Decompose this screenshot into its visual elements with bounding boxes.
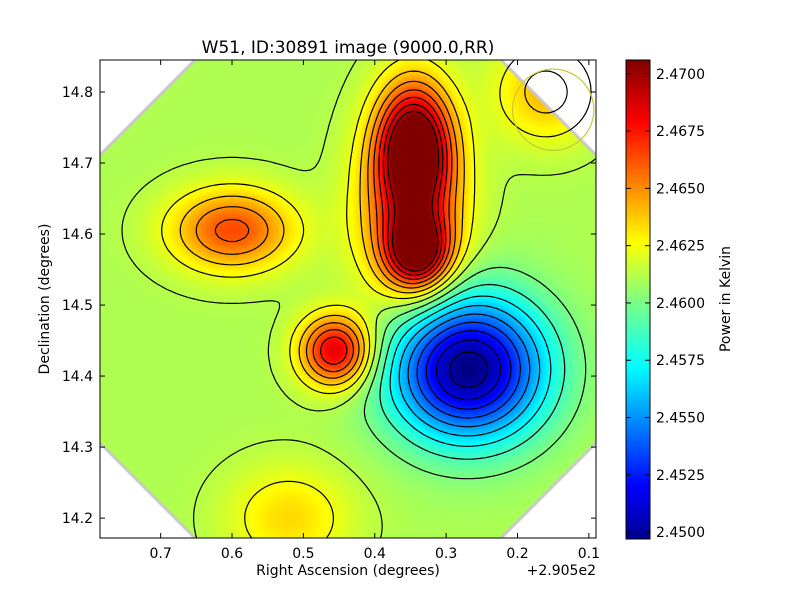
beam-marker xyxy=(511,68,595,151)
y-tick-label-4: 14.6 xyxy=(62,227,93,243)
cbar-tick-label-1: 2.4525 xyxy=(656,468,705,484)
plot-area xyxy=(100,60,596,538)
cbar-tick-label-7: 2.4675 xyxy=(656,124,705,140)
y-tick-label-5: 14.7 xyxy=(62,156,93,172)
y-tick-label-3: 14.5 xyxy=(62,298,93,314)
contour-level-1 xyxy=(435,339,502,401)
y-tick-label-6: 14.8 xyxy=(62,85,93,101)
cbar-tick-label-6: 2.4650 xyxy=(656,181,705,197)
contour-level-7 xyxy=(379,283,566,460)
y-tick-label-1: 14.3 xyxy=(62,440,93,456)
contour-level-8 xyxy=(363,266,587,480)
contour-level-4 xyxy=(407,313,531,428)
colorbar-label: Power in Kelvin xyxy=(718,246,734,352)
x-axis: 0.7 0.6 0.5 0.4 0.3 0.2 0.1 xyxy=(150,60,600,562)
contour-level-13 xyxy=(214,89,453,373)
cbar-tick-label-4: 2.4600 xyxy=(656,296,705,312)
colorbar-ticks: 2.4500 2.4525 2.4550 2.4575 2.4600 2.4625 2.46… xyxy=(626,67,705,541)
y-axis-label: Declination (degrees) xyxy=(37,224,53,375)
colorbar-scale xyxy=(625,59,651,540)
contour-level-16 xyxy=(387,110,440,272)
y-tick-label-0: 14.2 xyxy=(62,511,93,527)
contour-level-3 xyxy=(416,321,521,419)
contour-level-10 xyxy=(161,60,592,538)
contour-level-14 xyxy=(320,96,448,365)
cbar-tick-label-2: 2.4550 xyxy=(656,411,705,427)
y-axis: 14.2 14.3 14.4 14.5 14.6 14.7 14.8 xyxy=(62,85,596,527)
contour-level-9 xyxy=(121,60,596,538)
contour-level-11 xyxy=(179,70,568,386)
cbar-tick-label-3: 2.4575 xyxy=(656,353,705,369)
x-tick-label-6: 0.1 xyxy=(578,546,600,562)
x-offset-label: +2.905e2 xyxy=(527,563,596,579)
colorbar: 2.4500 2.4525 2.4550 2.4575 2.4600 2.4625 2.46… xyxy=(625,59,705,541)
x-tick-label-4: 0.3 xyxy=(435,546,457,562)
cbar-tick-label-5: 2.4625 xyxy=(656,239,705,255)
chart-title: W51, ID:30891 image (9000.0,RR) xyxy=(202,38,495,58)
x-axis-label: Right Ascension (degrees) xyxy=(256,563,440,579)
contour-level-15 xyxy=(382,103,444,276)
x-tick-label-2: 0.5 xyxy=(292,546,314,562)
y-tick-label-2: 14.4 xyxy=(62,369,93,385)
contour-level-0 xyxy=(448,351,489,388)
cbar-tick-label-0: 2.4500 xyxy=(656,525,705,541)
contour-level-5 xyxy=(398,304,541,437)
x-tick-label-0: 0.7 xyxy=(150,546,172,562)
x-tick-label-5: 0.2 xyxy=(506,546,528,562)
x-tick-label-3: 0.4 xyxy=(364,546,386,562)
plot-frame xyxy=(99,59,597,539)
heatmap-image xyxy=(100,60,596,538)
cbar-tick-label-8: 2.4700 xyxy=(656,67,705,83)
contour-level-2 xyxy=(425,330,512,410)
contour-lines xyxy=(121,60,596,538)
contour-level-12 xyxy=(195,80,458,379)
contour-level-6 xyxy=(389,295,552,447)
x-tick-label-1: 0.6 xyxy=(221,546,243,562)
